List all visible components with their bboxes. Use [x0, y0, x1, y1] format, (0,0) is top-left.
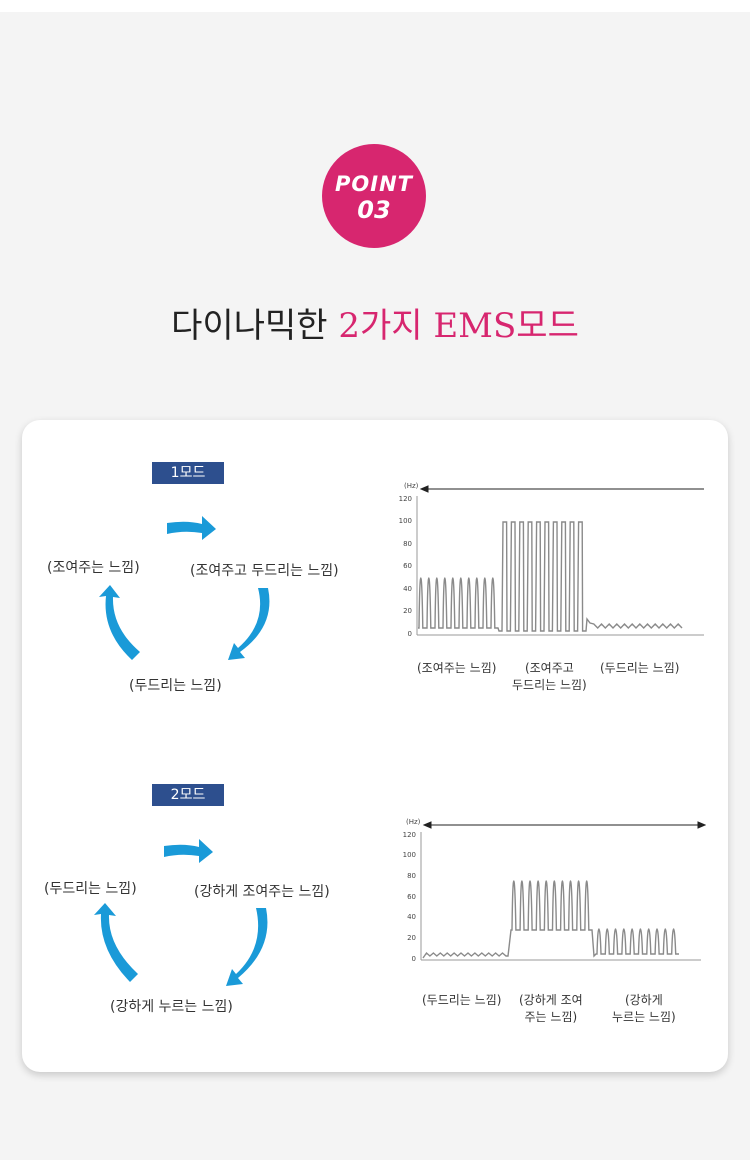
mode2-ytick: 100 — [403, 851, 416, 859]
mode1-ytick: 40 — [403, 585, 412, 593]
mode2-cycle-bottom: (강하게 누르는 느낌) — [110, 999, 233, 1015]
mode2-ytick: 20 — [407, 934, 416, 942]
mode2-caption-2: (강하게 조여 주는 느낌) — [519, 993, 583, 1024]
point-badge: POINT 03 — [322, 144, 426, 248]
mode2-ytick: 60 — [407, 893, 416, 901]
mode2-arrow-right-icon — [164, 839, 213, 863]
mode2-arrow-down-icon — [226, 908, 268, 986]
mode1-ytick: 120 — [399, 495, 412, 503]
cycle-arrows — [94, 516, 270, 986]
mode2-caption-3: (강하게 누르는 느낌) — [612, 993, 676, 1024]
page-title: 다이나믹한 2가지 EMS모드 — [0, 298, 750, 347]
mode1-ytick: 20 — [403, 607, 412, 615]
mode2-cycle-right: (강하게 조여주는 느낌) — [194, 884, 330, 900]
mode2-ytick: 0 — [412, 955, 416, 963]
mode2-frequency-chart: (Hz) 120 100 80 60 40 20 0 — [403, 818, 706, 963]
mode2-caption-1: (두드리는 느낌) — [422, 993, 502, 1007]
top-band — [0, 0, 750, 12]
mode1-caption-2: (조여주고 두드리는 느낌) — [512, 661, 587, 692]
mode1-ytick: 60 — [403, 562, 412, 570]
badge-point-text: POINT — [335, 172, 413, 196]
mode1-caption-3: (두드리는 느낌) — [600, 661, 680, 675]
badge-number-text: 03 — [357, 196, 391, 224]
mode1-frequency-chart: (Hz) 120 100 80 60 40 20 0 — [399, 482, 704, 638]
mode1-arrow-up-icon — [99, 585, 140, 660]
title-prefix: 다이나믹한 — [171, 306, 339, 346]
mode1-ytick: 0 — [408, 630, 412, 638]
mode2-ytick: 120 — [403, 831, 416, 839]
mode1-caption-1: (조여주는 느낌) — [417, 661, 497, 675]
mode1-chart-unit: (Hz) — [404, 482, 419, 490]
mode2-waveform — [422, 880, 679, 959]
mode1-arrow-down-icon — [228, 588, 270, 660]
mode2-cycle-left: (두드리는 느낌) — [44, 881, 137, 897]
mode1-cycle-left: (조여주는 느낌) — [47, 560, 140, 576]
mode1-ytick: 80 — [403, 540, 412, 548]
mode2-label: 2모드 — [152, 784, 224, 806]
mode1-label: 1모드 — [152, 462, 224, 484]
mode1-ytick: 100 — [399, 517, 412, 525]
mode2-ytick: 80 — [407, 872, 416, 880]
title-accent: 2가지 EMS모드 — [338, 306, 579, 346]
mode1-waveform — [418, 521, 683, 632]
ems-mode-card: 1모드 (조여주는 느낌) (조여주고 두드리는 느 — [22, 420, 728, 1072]
mode1-arrow-right-icon — [167, 516, 216, 540]
mode2-ytick: 40 — [407, 913, 416, 921]
mode1-cycle-bottom: (두드리는 느낌) — [129, 678, 222, 694]
mode1-cycle-right: (조여주고 두드리는 느낌) — [190, 563, 339, 579]
mode2-arrow-up-icon — [94, 903, 138, 982]
mode2-chart-unit: (Hz) — [406, 818, 421, 826]
